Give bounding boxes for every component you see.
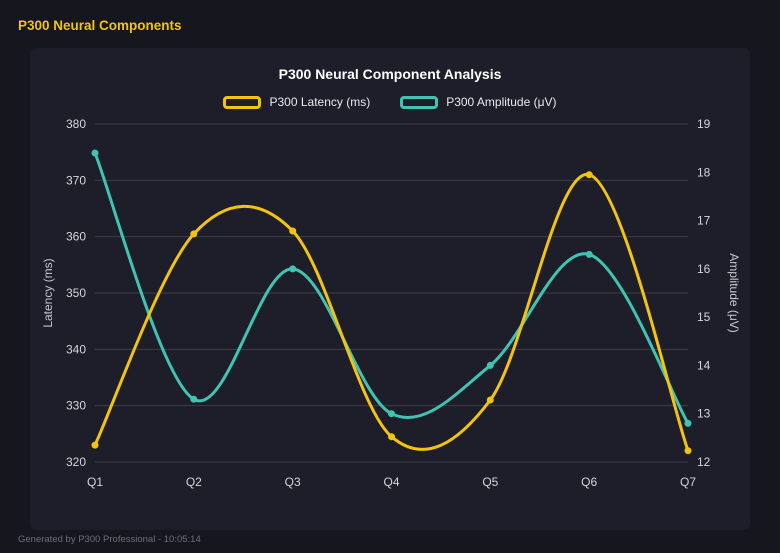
x-axis-label: Q2: [186, 475, 202, 489]
page-title: P300 Neural Components: [18, 18, 182, 33]
x-axis-label: Q3: [285, 475, 301, 489]
data-point: [684, 447, 692, 455]
legend-item-latency[interactable]: P300 Latency (ms): [223, 95, 370, 109]
right-axis-title: Amplitude (μV): [727, 253, 740, 333]
series-line: [93, 173, 690, 453]
right-axis-tick-label: 19: [697, 117, 711, 131]
right-axis-tick-label: 17: [697, 214, 711, 228]
x-axis-label: Q6: [581, 475, 597, 489]
x-axis-label: Q4: [383, 475, 399, 489]
right-axis-tick-label: 13: [697, 407, 711, 421]
chart-panel: P300 Neural Component Analysis P300 Late…: [30, 48, 750, 530]
data-point: [190, 395, 198, 403]
data-point: [486, 396, 494, 404]
series-line: [93, 151, 690, 425]
legend-label: P300 Amplitude (μV): [446, 95, 557, 109]
chart-svg[interactable]: 320 330 340 350 360 370 380 12 13 14 15 16 17 18 19 Q1 Q…: [40, 110, 741, 510]
data-point: [388, 410, 395, 418]
data-point: [585, 171, 593, 179]
data-point: [388, 433, 395, 441]
data-point: [289, 227, 297, 235]
right-axis-tick-label: 16: [697, 262, 711, 276]
right-axis-tick-label: 12: [697, 455, 711, 469]
chart-title: P300 Neural Component Analysis: [278, 66, 502, 82]
data-point: [289, 265, 297, 273]
data-point: [91, 441, 99, 449]
left-axis-tick-label: 340: [66, 342, 86, 356]
left-axis-tick-label: 370: [66, 173, 86, 187]
legend-item-amplitude[interactable]: P300 Amplitude (μV): [400, 95, 557, 109]
right-axis-tick-label: 15: [697, 310, 711, 324]
left-axis-tick-label: 380: [66, 117, 86, 131]
left-axis-title: Latency (ms): [41, 258, 55, 327]
footer-text: Generated by P300 Professional - 10:05:1…: [18, 534, 201, 545]
x-axis-label: Q5: [482, 475, 498, 489]
legend-swatch: [400, 95, 439, 109]
legend-swatch: [223, 95, 262, 109]
legend-label: P300 Latency (ms): [269, 95, 371, 109]
x-axis-label: Q7: [680, 475, 696, 489]
data-point: [486, 361, 494, 369]
left-axis-tick-label: 350: [66, 286, 86, 300]
data-point: [91, 149, 99, 157]
chart-legend: P300 Latency (ms) P300 Amplitude (μV): [40, 94, 740, 110]
data-point: [684, 419, 692, 427]
data-point: [190, 230, 198, 238]
left-axis-tick-label: 360: [66, 230, 86, 244]
left-axis-tick-label: 320: [66, 455, 86, 469]
left-axis-tick-label: 330: [66, 399, 86, 413]
data-point: [585, 250, 593, 258]
right-axis-tick-label: 14: [697, 358, 711, 372]
right-axis-tick-label: 18: [697, 165, 711, 179]
x-axis-label: Q1: [87, 475, 103, 489]
